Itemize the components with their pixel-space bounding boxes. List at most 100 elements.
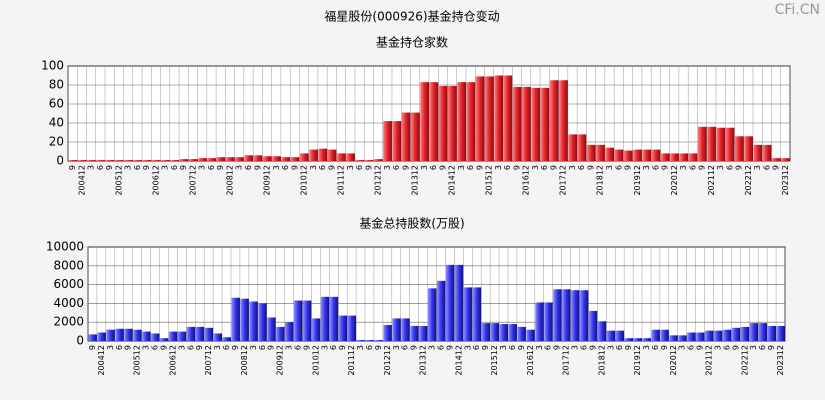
y-tick-label: 8000: [53, 258, 84, 272]
bar: [222, 337, 231, 341]
bar: [472, 287, 482, 341]
bar: [347, 315, 357, 341]
chart-title: 基金总持股数(万股): [359, 216, 464, 231]
bar: [401, 112, 411, 161]
bar: [678, 335, 687, 341]
x-tick-label: 200912: [276, 345, 285, 376]
x-tick-label: 3: [309, 165, 318, 170]
bar: [320, 296, 330, 341]
bar: [195, 326, 205, 341]
x-tick-label: 6: [614, 165, 623, 170]
x-tick-label: 6: [436, 345, 445, 350]
y-tick-label: 80: [49, 78, 64, 92]
bar: [77, 160, 87, 161]
bar: [615, 330, 625, 341]
x-tick-label: 3: [535, 345, 544, 350]
bar: [356, 340, 366, 341]
x-tick-label: 201512: [485, 165, 494, 196]
bar: [771, 158, 781, 161]
bar: [499, 324, 508, 341]
bar: [302, 300, 312, 341]
x-tick-label: 9: [302, 345, 311, 350]
x-tick-label: 9: [767, 345, 776, 350]
bar: [660, 153, 670, 161]
x-tick-label: 6: [401, 345, 410, 350]
bar: [272, 156, 281, 161]
bar: [346, 153, 355, 161]
x-tick-label: 3: [642, 345, 651, 350]
x-tick-label: 202112: [705, 345, 714, 376]
x-tick-label: 9: [660, 345, 669, 350]
bar: [106, 329, 115, 341]
x-tick-label: 202212: [740, 345, 749, 376]
bar: [86, 160, 96, 161]
x-tick-label: 201412: [448, 165, 457, 196]
x-tick-label: 201412: [454, 345, 463, 376]
bar: [463, 287, 473, 341]
x-tick-label: 9: [696, 345, 705, 350]
x-tick-label: 201712: [559, 165, 568, 196]
x-tick-label: 3: [531, 165, 540, 170]
y-tick-label: 10000: [46, 240, 84, 254]
chart-title: 基金持仓家数: [376, 35, 448, 50]
bar: [679, 153, 689, 161]
bar: [249, 301, 258, 341]
bar: [503, 75, 513, 161]
bar: [466, 82, 476, 161]
x-tick-label: 6: [244, 165, 253, 170]
x-tick-label: 200712: [204, 345, 213, 376]
x-tick-label: 6: [207, 165, 216, 170]
x-tick-label: 201712: [562, 345, 571, 376]
bar: [744, 136, 753, 161]
x-tick-label: 201312: [411, 165, 420, 196]
x-tick-label: 6: [365, 345, 374, 350]
bar: [401, 318, 410, 341]
x-tick-label: 200812: [240, 345, 249, 376]
bar: [186, 326, 196, 341]
x-tick-label: 9: [216, 165, 225, 170]
y-tick-label: 40: [49, 116, 64, 130]
bar: [475, 76, 485, 161]
bar: [293, 300, 303, 341]
x-tick-label: 9: [68, 165, 77, 170]
bar: [481, 323, 491, 341]
bar: [570, 290, 580, 341]
bar: [281, 157, 291, 161]
x-tick-label: 202212: [744, 165, 753, 196]
x-tick-label: 6: [392, 165, 401, 170]
x-tick-label: 201212: [374, 165, 383, 196]
x-tick-label: 3: [235, 165, 244, 170]
bar: [216, 157, 226, 161]
bar: [490, 323, 500, 341]
bar: [290, 157, 300, 161]
bar: [597, 321, 607, 341]
bar: [526, 329, 535, 341]
x-tick-label: 9: [553, 345, 562, 350]
x-tick-label: 6: [615, 345, 624, 350]
y-tick-label: 60: [49, 97, 64, 111]
x-tick-label: 201012: [300, 165, 309, 196]
bar: [244, 155, 254, 161]
x-tick-label: 201812: [597, 345, 606, 376]
bar: [338, 315, 348, 341]
x-tick-label: 202312: [776, 345, 785, 376]
bar: [355, 160, 365, 161]
bar: [170, 160, 180, 161]
bar: [696, 332, 705, 341]
x-tick-label: 200612: [168, 345, 177, 376]
bar: [231, 297, 240, 341]
bar: [374, 340, 383, 341]
x-tick-label: 3: [124, 165, 133, 170]
x-tick-label: 6: [258, 345, 267, 350]
x-tick-label: 3: [87, 165, 96, 170]
x-tick-label: 3: [642, 165, 651, 170]
x-tick-label: 200812: [225, 165, 234, 196]
bar: [579, 290, 589, 341]
bar: [660, 329, 669, 341]
bar: [436, 280, 446, 341]
bar: [605, 147, 615, 161]
x-tick-label: 200912: [263, 165, 272, 196]
x-tick-label: 9: [105, 165, 114, 170]
bar: [512, 86, 522, 161]
x-tick-label: 6: [293, 345, 302, 350]
